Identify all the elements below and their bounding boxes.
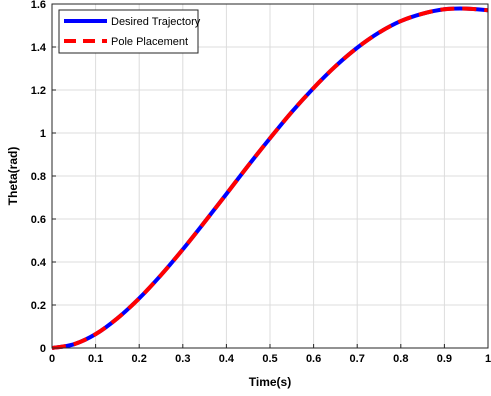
y-tick-label: 0.4 <box>31 257 47 269</box>
y-axis-label: Theta(rad) <box>6 147 20 206</box>
legend-label-pole: Pole Placement <box>111 36 188 48</box>
x-tick-label: 0.5 <box>262 353 277 365</box>
x-tick-label: 0.8 <box>393 353 408 365</box>
x-tick-label: 0.4 <box>219 353 235 365</box>
x-tick-label: 0.7 <box>350 353 365 365</box>
x-tick-label: 0.2 <box>132 353 147 365</box>
x-tick-label: 1 <box>485 353 491 365</box>
x-tick-label: 0.9 <box>437 353 452 365</box>
x-tick-label: 0.1 <box>88 353 103 365</box>
x-axis-label: Time(s) <box>249 375 291 389</box>
legend-label-desired: Desired Trajectory <box>111 16 201 28</box>
y-tick-label: 1 <box>40 128 46 140</box>
y-tick-label: 1.4 <box>31 42 47 54</box>
series-layer <box>51 6 489 350</box>
y-tick-label: 0.2 <box>31 300 46 312</box>
y-tick-label: 1.2 <box>31 85 46 97</box>
y-tick-label: 0.8 <box>31 171 46 183</box>
legend-box <box>58 9 199 54</box>
legend: Desired Trajectory Pole Placement <box>58 9 201 54</box>
pole-placement-line <box>51 6 489 350</box>
x-tick-label: 0.6 <box>306 353 321 365</box>
y-tick-label: 1.6 <box>31 0 46 11</box>
plot-frame <box>51 3 489 349</box>
x-tick-labels: 0 0.1 0.2 0.3 0.4 0.5 0.6 0.7 0.8 0.9 1 <box>49 353 491 365</box>
y-tick-labels: 0 0.2 0.4 0.6 0.8 1 1.2 1.4 1.6 <box>31 0 47 355</box>
y-tick-label: 0.6 <box>31 214 46 226</box>
x-tick-label: 0.3 <box>175 353 190 365</box>
grid-lines <box>51 3 489 349</box>
y-tick-label: 0 <box>40 343 46 355</box>
x-tick-label: 0 <box>49 353 55 365</box>
